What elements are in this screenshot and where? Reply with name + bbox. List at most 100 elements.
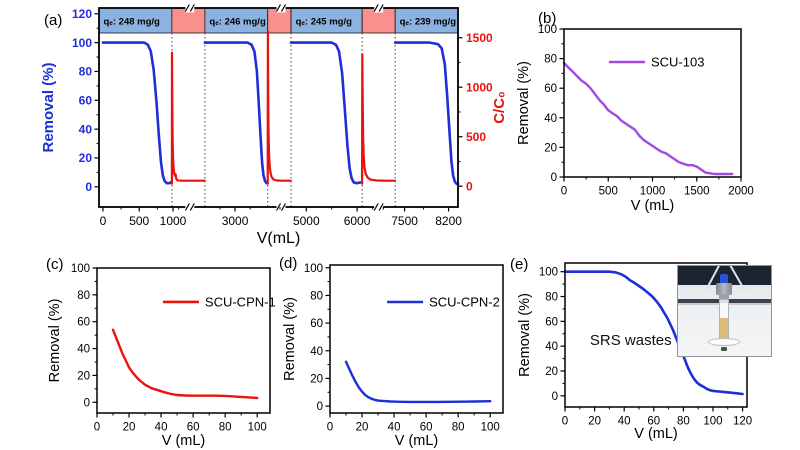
panel-c-label: (c) [46,256,64,273]
x-tick-label: 40 [618,416,631,428]
plot-frame [96,267,271,414]
x-tick-label: 20 [588,416,601,428]
y-axis-title: Removal (%) [516,61,532,145]
axis-break-gap [276,3,286,13]
x-tick-label: 5000 [293,214,320,228]
x-tick-label: 1000 [640,186,666,198]
axis-break-mark [184,203,195,211]
x-tick-label: 500 [129,214,149,228]
x-tick-label: 1000 [160,214,187,228]
axis-break-gap [276,202,286,212]
y2-tick-label: 1000 [466,80,493,94]
axis-break-gap [374,202,384,212]
capacity-band [394,7,459,34]
y-tick-label: 20 [544,142,557,154]
y-tick-label: 100 [71,263,90,275]
removal-cycle-1-line [101,41,173,185]
y-tick-label: 0 [551,172,557,184]
panel-d-label: (d) [279,255,298,272]
axis-break-gap [374,3,384,13]
x-tick-label: 20 [123,422,136,434]
x-tick-label: 100 [481,422,500,434]
qe-capacity-label: qₑ: 245 mg/g [296,17,353,28]
x-tick-label: 60 [420,422,433,434]
y2-tick-label: 1500 [466,31,493,45]
x-tick-label: 2000 [728,186,754,198]
panel-a-breakthrough-cycles-chart: qₑ: 248 mg/g qₑ: 246 mg/g qₑ: 245 mg/g qₑ: … [40,3,508,247]
x-tick-label: 80 [452,422,465,434]
y-tick-label: 20 [545,366,558,378]
x-tick-label: 20 [356,422,369,434]
panel-d-scu-cpn-2-chart: 0 20 40 60 80 100 0 20 40 60 80 100 V (mL) Removal (%… [282,263,504,449]
y-tick-label: 120 [72,7,92,21]
x-tick-label: 100 [248,422,267,434]
x-tick-label: 60 [647,416,660,428]
x-axis-title: V(mL) [257,230,301,247]
panel-c-scu-cpn-1-chart: 0 20 40 60 80 100 0 20 40 60 80 100 V (mL) Removal (%… [47,263,276,449]
y-tick-label: 20 [310,373,323,385]
y2-tick-label: 500 [466,130,486,144]
x-tick-label: 7500 [391,214,418,228]
y-tick-label: 20 [77,370,90,382]
y-tick-label: 20 [79,151,93,165]
scu-cpn-1-line [111,328,259,400]
x-tick-label: 80 [219,422,232,434]
x-tick-label: 500 [599,186,618,198]
x-tick-label: 1500 [684,186,710,198]
y-tick-label: 40 [544,113,557,125]
capacity-band [98,7,173,34]
x-tick-label: 0 [100,214,107,228]
y-tick-label: 60 [545,316,558,328]
y-axis-title: Removal (%) [282,297,298,381]
x-tick-label: 0 [94,422,100,434]
y-tick-label: 60 [544,83,557,95]
x-tick-label: 3000 [222,214,249,228]
y-tick-label: 60 [77,317,90,329]
y-tick-label: 100 [539,267,558,279]
y-tick-label: 80 [544,54,557,66]
x-tick-label: 60 [187,422,200,434]
x-tick-label: 0 [327,422,333,434]
y-tick-label: 0 [84,397,90,409]
qe-capacity-label: qₑ: 239 mg/g [400,17,457,28]
y-axis-title: Removal (%) [40,62,57,152]
x-axis-title: V (mL) [631,198,675,214]
scu-103-line [562,61,734,176]
y-tick-label: 40 [545,341,558,353]
y-tick-label: 80 [77,290,90,302]
x-tick-label: 8200 [435,214,462,228]
removal-cycle-3-line [289,41,364,185]
legend-label: SCU-103 [651,55,704,70]
panel-b-label: (b) [538,10,557,27]
x-tick-label: 6000 [344,214,371,228]
elution-cycle-1-line [170,51,206,185]
y-axis-title: Removal (%) [517,293,533,377]
legend-label: SCU-CPN-1 [205,294,276,309]
plot-frame [98,7,459,208]
axis-break-mark [184,4,195,12]
axis-break-mark [275,203,287,211]
scu-cpn-2-line [344,360,492,404]
axis-break-mark [373,203,384,211]
y-tick-label: 100 [72,36,92,50]
x-tick-label: 40 [155,422,168,434]
y-tick-label: 0 [552,391,558,403]
photo-base-knob [721,347,727,351]
qe-capacity-label: qₑ: 246 mg/g [209,17,266,28]
photo-metal-fitting [716,283,732,295]
x-tick-label: 120 [733,416,752,428]
y-tick-label: 60 [310,318,323,330]
x-tick-label: 0 [562,416,568,428]
x-tick-label: 80 [677,416,690,428]
x-axis-title: V (mL) [162,433,206,449]
removal-cycle-2-line [203,41,269,185]
y-tick-label: 40 [310,346,323,358]
photo-blue-fitting [720,274,728,284]
y-tick-label: 40 [77,344,90,356]
axis-break-mark [373,4,384,12]
x-axis-title: V (mL) [395,433,439,449]
x-tick-label: 0 [561,186,567,198]
panel-b-scu-103-chart: 0 500 1000 1500 2000 0 20 40 60 80 100 V (mL) Remova… [516,24,754,214]
in-plot-annotation: SRS wastes [590,332,672,349]
